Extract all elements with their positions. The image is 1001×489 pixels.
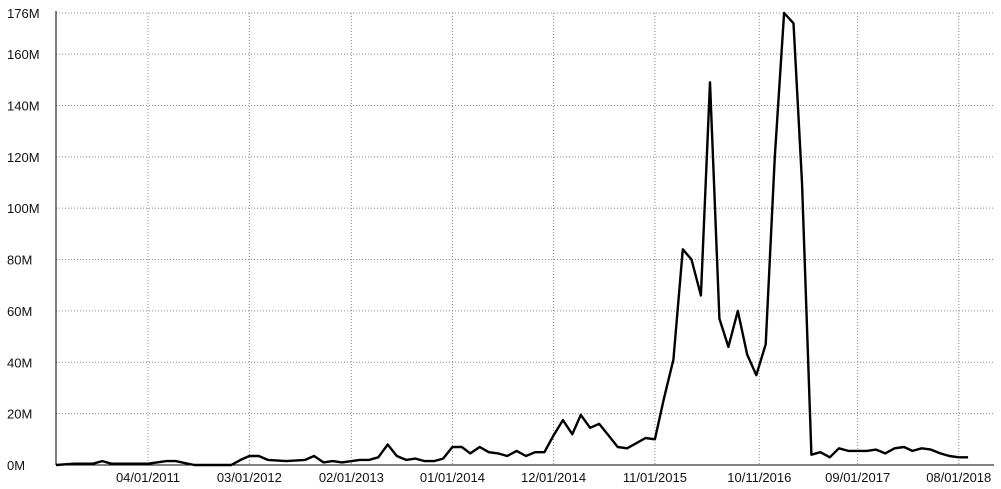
y-tick-label: 0M [7, 458, 25, 473]
y-tick-label: 176M [7, 6, 40, 21]
y-axis-ticks: 0M 20M 40M 60M 80M 100M 120M 140M 160M 176M [7, 6, 40, 473]
x-tick-label: 01/01/2014 [420, 470, 485, 485]
x-tick-label: 12/01/2014 [521, 470, 586, 485]
y-tick-label: 40M [7, 355, 32, 370]
y-tick-label: 140M [7, 98, 40, 113]
x-tick-label: 09/01/2017 [825, 470, 890, 485]
x-tick-label: 03/01/2012 [217, 470, 282, 485]
y-tick-label: 120M [7, 150, 40, 165]
x-tick-label: 02/01/2013 [319, 470, 384, 485]
plot-area [55, 11, 969, 467]
y-tick-label: 80M [7, 253, 32, 268]
x-tick-label: 10/11/2016 [727, 470, 791, 485]
y-tick-label: 60M [7, 304, 32, 319]
x-tick-label: 04/01/2011 [116, 470, 180, 485]
grid-lines [56, 12, 994, 465]
y-tick-label: 160M [7, 47, 40, 62]
x-tick-label: 08/01/2018 [926, 470, 991, 485]
y-tick-label: 100M [7, 201, 40, 216]
x-axis-ticks: 04/01/2011 03/01/2012 02/01/2013 01/01/2014… [116, 470, 991, 485]
x-tick-label: 11/01/2015 [623, 470, 687, 485]
y-tick-label: 20M [7, 407, 32, 422]
